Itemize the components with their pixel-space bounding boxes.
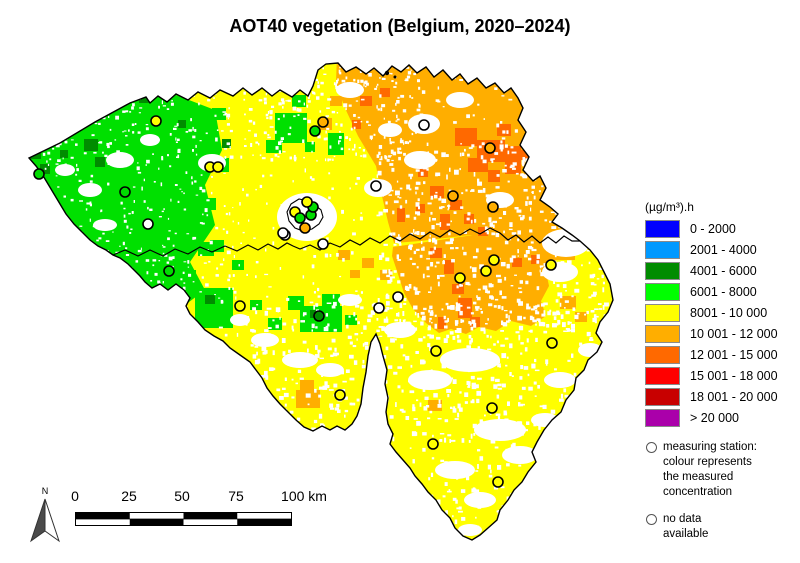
legend-class-row: 10 001 - 12 000 <box>645 323 795 344</box>
no-data-note: no data available <box>645 512 795 542</box>
no-data-circle-icon <box>646 514 657 525</box>
north-arrow-icon <box>30 498 60 543</box>
legend-class-label: 18 001 - 20 000 <box>690 389 778 404</box>
legend-swatch <box>645 282 680 301</box>
note-line: no data <box>663 513 702 525</box>
legend-swatch <box>645 408 680 427</box>
scale-bar-graphic <box>75 512 292 526</box>
measuring-station <box>150 115 162 127</box>
regional-border <box>112 227 580 257</box>
measuring-station <box>301 196 313 208</box>
measuring-station <box>33 168 45 180</box>
measuring-station <box>294 212 306 224</box>
scale-tick-label: 50 <box>174 488 190 504</box>
legend-swatch <box>645 303 680 322</box>
legend-class-label: 10 001 - 12 000 <box>690 326 778 341</box>
legend-class-label: 12 001 - 15 000 <box>690 347 778 362</box>
measuring-station <box>488 254 500 266</box>
legend-class-label: 0 - 2000 <box>690 221 736 236</box>
legend-class-row: 18 001 - 20 000 <box>645 386 795 407</box>
legend-swatch <box>645 261 680 280</box>
enclave-mark <box>393 75 397 79</box>
legend-unit-label: (µg/m³).h <box>645 200 694 214</box>
scale-tick-label: 100 km <box>281 488 327 504</box>
legend-class-label: 4001 - 6000 <box>690 263 757 278</box>
measuring-station <box>392 291 404 303</box>
measuring-station <box>234 300 246 312</box>
legend-class-label: 2001 - 4000 <box>690 242 757 257</box>
measuring-station <box>212 161 224 173</box>
measuring-station <box>142 218 154 230</box>
belgium-outline <box>27 62 614 541</box>
north-label: N <box>41 486 49 496</box>
legend-swatch <box>645 324 680 343</box>
legend-swatch <box>645 387 680 406</box>
measuring-station <box>317 238 329 250</box>
scale-bar: 0 25 50 75 100 km <box>68 488 348 540</box>
measuring-station <box>277 227 289 239</box>
note-line: available <box>663 528 709 540</box>
note-line: measuring station: <box>663 441 757 453</box>
measuring-station <box>486 402 498 414</box>
legend-class-label: 8001 - 10 000 <box>690 305 768 320</box>
legend-swatch <box>645 345 680 364</box>
measuring-station <box>299 222 311 234</box>
measuring-station <box>334 389 346 401</box>
note-line: concentration <box>663 486 733 498</box>
legend-class-row: 2001 - 4000 <box>645 239 795 260</box>
measuring-station <box>545 259 557 271</box>
legend-class-row: 0 - 2000 <box>645 218 795 239</box>
legend-swatch <box>645 366 680 385</box>
measuring-station-note: measuring station: colour represents the… <box>645 440 795 500</box>
note-line: the measured <box>663 471 734 483</box>
measuring-station <box>480 265 492 277</box>
measuring-station <box>546 337 558 349</box>
legend-class-row: 12 001 - 15 000 <box>645 344 795 365</box>
measuring-station <box>427 438 439 450</box>
legend-class-label: 6001 - 8000 <box>690 284 757 299</box>
measuring-station <box>317 116 329 128</box>
scale-tick-label: 0 <box>71 488 79 504</box>
legend-class-row: 15 001 - 18 000 <box>645 365 795 386</box>
legend-class-row: > 20 000 <box>645 407 795 428</box>
measuring-station <box>454 272 466 284</box>
measuring-station <box>313 310 325 322</box>
measuring-station <box>119 186 131 198</box>
legend-swatch <box>645 219 680 238</box>
legend-class-label: > 20 000 <box>690 410 740 425</box>
measuring-station <box>163 265 175 277</box>
legend: (µg/m³).h 0 - 2000 2001 - 4000 4001 - 60… <box>645 200 795 542</box>
scale-tick-label: 75 <box>228 488 244 504</box>
enclave-mark <box>384 70 390 76</box>
measuring-station <box>370 180 382 192</box>
north-arrow: N <box>28 486 64 548</box>
measuring-station <box>492 476 504 488</box>
measuring-station <box>487 201 499 213</box>
measuring-station <box>309 125 321 137</box>
note-line: colour represents <box>663 456 752 468</box>
measuring-station <box>418 119 430 131</box>
scale-tick-label: 25 <box>121 488 137 504</box>
legend-class-label: 15 001 - 18 000 <box>690 368 778 383</box>
station-circle-icon <box>646 442 657 453</box>
legend-class-row: 8001 - 10 000 <box>645 302 795 323</box>
measuring-station <box>373 302 385 314</box>
legend-class-row: 4001 - 6000 <box>645 260 795 281</box>
legend-class-row: 6001 - 8000 <box>645 281 795 302</box>
measuring-station <box>447 190 459 202</box>
map-title: AOT40 vegetation (Belgium, 2020–2024) <box>229 16 571 36</box>
legend-swatch <box>645 240 680 259</box>
measuring-station <box>430 345 442 357</box>
measuring-station <box>484 142 496 154</box>
